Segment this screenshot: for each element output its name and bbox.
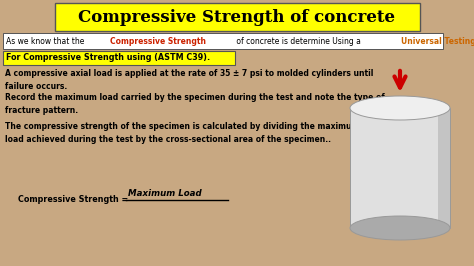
- Text: The compressive strength of the specimen is calculated by dividing the maximum
l: The compressive strength of the specimen…: [5, 122, 359, 144]
- FancyBboxPatch shape: [3, 33, 443, 49]
- Polygon shape: [350, 108, 450, 228]
- Text: Record the maximum load carried by the specimen during the test and note the typ: Record the maximum load carried by the s…: [5, 93, 385, 115]
- Text: As we know that the: As we know that the: [6, 36, 87, 45]
- Text: A compressive axial load is applied at the rate of 35 ± 7 psi to molded cylinder: A compressive axial load is applied at t…: [5, 69, 374, 91]
- FancyBboxPatch shape: [55, 3, 420, 31]
- FancyBboxPatch shape: [3, 51, 235, 65]
- Ellipse shape: [350, 96, 450, 120]
- Polygon shape: [438, 108, 450, 228]
- Text: Maximum Load: Maximum Load: [128, 189, 201, 197]
- Text: Compressive Strength of concrete: Compressive Strength of concrete: [79, 9, 395, 26]
- Text: For Compressive Strength using (ASTM C39).: For Compressive Strength using (ASTM C39…: [6, 53, 210, 63]
- Text: of concrete is determine Using a: of concrete is determine Using a: [234, 36, 363, 45]
- Text: Compressive Strength: Compressive Strength: [110, 36, 206, 45]
- Ellipse shape: [350, 216, 450, 240]
- Text: Universal Testing Machine: Universal Testing Machine: [401, 36, 474, 45]
- Text: Compressive Strength =: Compressive Strength =: [18, 196, 131, 205]
